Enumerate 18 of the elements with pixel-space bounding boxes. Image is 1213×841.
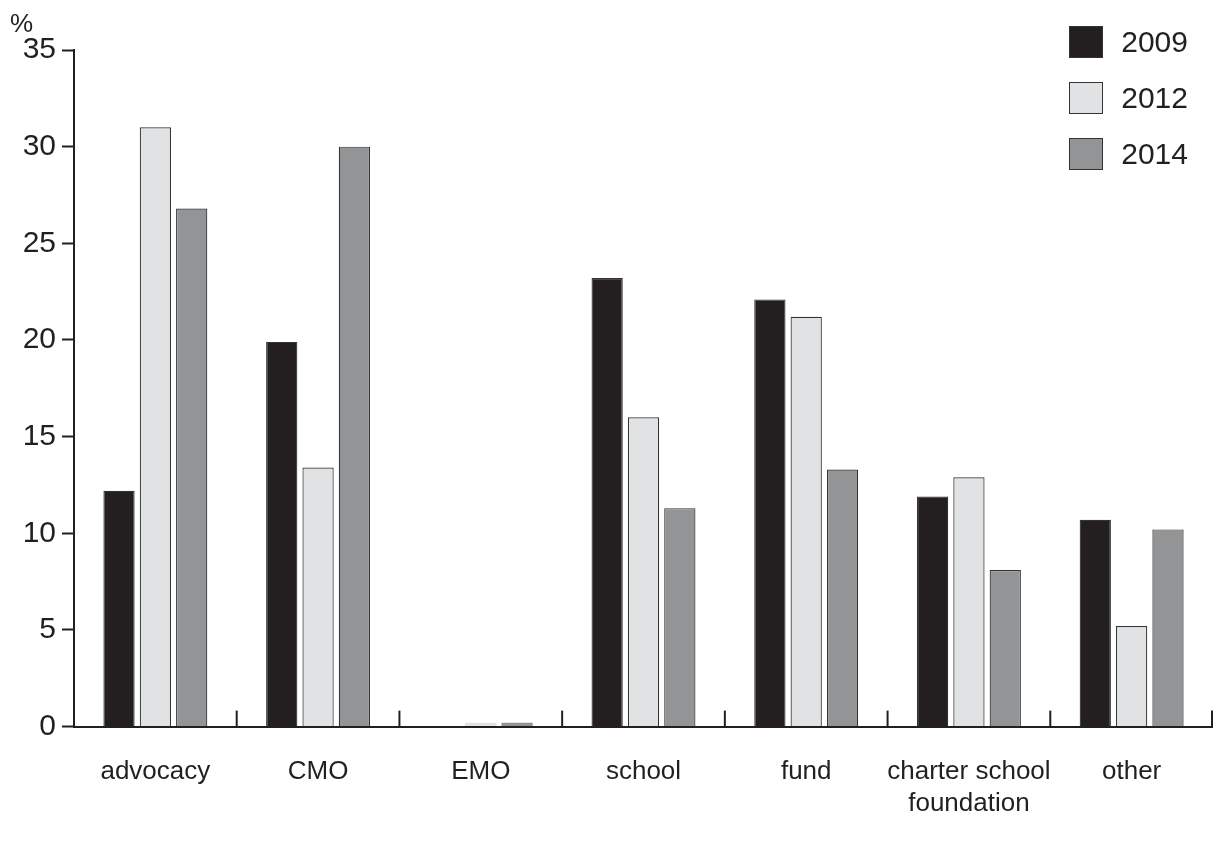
legend-label: 2012 — [1121, 81, 1188, 115]
x-tick-label: EMO — [451, 755, 511, 786]
x-tick-label: advocacy — [100, 755, 211, 786]
y-tick-label: 15 — [22, 417, 56, 451]
x-tick-label: CMO — [287, 755, 349, 786]
x-tick-label: fund — [780, 755, 832, 786]
x-tick-label: other — [1102, 755, 1162, 786]
legend-label: 2014 — [1121, 137, 1188, 171]
y-tick-label: 10 — [22, 514, 56, 548]
y-tick-label: 25 — [22, 224, 56, 258]
y-tick-label: 5 — [39, 611, 56, 645]
bar — [501, 722, 533, 727]
y-tick-label: 30 — [22, 127, 56, 161]
x-tick-label: school — [605, 755, 682, 786]
y-tick-label: 0 — [39, 707, 56, 741]
y-tick-label: 20 — [22, 321, 56, 355]
x-tick-label: charter school foundation — [887, 755, 1051, 817]
legend-label: 2009 — [1121, 25, 1188, 59]
